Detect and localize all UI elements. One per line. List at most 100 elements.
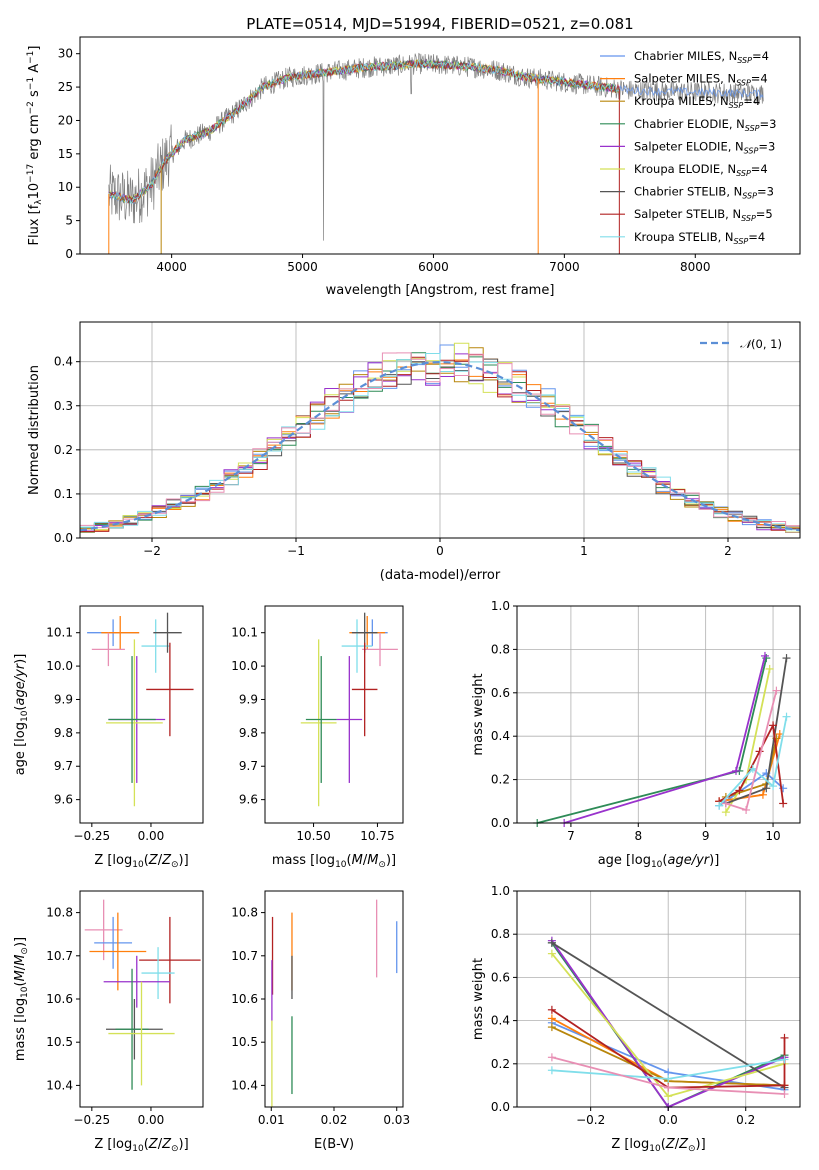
label-part: ⊙ [171,860,179,870]
y-tick-label: 0.8 [491,642,510,656]
legend-suffix: =4 [751,72,768,86]
spectrum-panel: 4000 5000 6000 7000 8000 0 5 10 15 20 25 30 waveleng… [26,36,801,298]
label-part: / [363,853,368,868]
legend-suffix: =5 [756,207,773,221]
legend-sub: SSP [734,237,749,246]
weight-series-line [536,657,768,824]
x-tick-label: 10.50 [296,829,330,843]
x-tick-label: 8000 [680,260,711,274]
y-tick-label: 0.2 [491,773,510,787]
y-label-sup: −17 [26,164,36,183]
y-tick-label: 10.8 [46,906,73,920]
label-part: ( [662,853,667,868]
y-tick-label: 0.6 [491,970,510,984]
model-spectrum-line [108,58,620,204]
legend-sub: SSP [729,101,744,110]
y-tick-label: 9.7 [54,759,73,773]
label-part: Z [161,1137,172,1152]
legend-entry: Salpeter ELODIE, NSSP=3 [634,139,775,155]
label-part: ⊙ [378,860,386,870]
legend-entry: Salpeter STELIB, NSSP=5 [634,207,773,223]
legend-sub: SSP [741,214,756,223]
x-tick-label: 7 [567,829,575,843]
label-part: Z [678,1137,689,1152]
label-part: 10 [132,1144,144,1154]
label-part: ( [13,706,28,711]
legend-sub: SSP [737,56,752,65]
mass_vs_Z-y-label: mass [log10(M/M⊙)] [13,937,30,1061]
x-tick-label: 4000 [156,260,187,274]
legend-entry: Kroupa STELIB, NSSP=4 [634,230,765,246]
legend-suffix: =4 [743,94,760,108]
x-tick-label: 7000 [549,260,580,274]
legend-sub: SSP [736,79,751,88]
label-part: Z [148,1137,159,1152]
x-tick-label: 10.75 [360,829,394,843]
legend-suffix: =4 [751,162,768,176]
y-tick-label: 0.1 [54,487,73,501]
label-part: 10 [132,860,144,870]
legend-sub: SSP [736,169,751,178]
label-part: ⊙ [20,947,30,955]
label-part: )] [179,853,189,868]
y-label-part: ] [27,46,42,51]
y-tick-label: 1.0 [491,599,510,613]
spectrum-y-label: Flux [fλ10−17 erg cm−2 s−1 A−1] [26,46,44,246]
label-part: M [13,970,28,981]
label-part: ( [144,853,149,868]
x-tick-label: 9 [702,829,710,843]
legend-suffix: =3 [757,185,774,199]
y-tick-label: 25 [58,80,73,94]
y-tick-label: 9.6 [54,793,73,807]
x-tick-label: 0.01 [258,1113,285,1127]
y-tick-label: 0.8 [491,927,510,941]
x-tick-label: 8 [634,829,642,843]
axes-frame [264,605,404,824]
label-part: Z [log [94,1137,132,1152]
y-tick-label: 0.4 [491,1014,510,1028]
label-part: Z [161,853,172,868]
y-tick-label: 0.0 [491,1100,510,1114]
legend-entry: Chabrier STELIB, NSSP=3 [634,185,774,201]
y-tick-label: 10.4 [46,1078,73,1092]
label-part: age/yr [13,662,28,705]
legend-suffix: =3 [760,117,777,131]
weight-series-line [551,942,785,1089]
y-label-sup: −1 [26,77,36,90]
label-part: )] [179,1137,189,1152]
legend-suffix: =4 [752,49,769,63]
weight_vs_age-x-label: age [log10(age/yr)] [598,853,720,870]
label-part: M [352,853,363,868]
label-part: )] [386,853,396,868]
mass_vs_Z-x-label: Z [log10(Z/Z⊙)] [94,1137,188,1154]
label-part: / [158,1137,163,1152]
legend-entry: Chabrier MILES, NSSP=4 [634,49,769,65]
x-tick-label: 1 [580,544,588,558]
y-tick-label: 0.6 [491,686,510,700]
spectrum-x-label: wavelength [Angstrom, rest frame] [326,283,555,298]
y-tick-label: 10.1 [46,626,73,640]
label-part: age/yr [667,853,710,868]
label-part: Z [log [611,1137,649,1152]
legend-entry: 𝒩(0, 1) [740,337,782,351]
y-tick-label: 9.6 [239,793,258,807]
x-tick-label: 0.0 [659,1113,678,1127]
label-part: )] [709,853,719,868]
x-tick-label: 10 [765,829,780,843]
age_vs_Z-x-label: Z [log10(Z/Z⊙)] [94,853,188,870]
residuals-x-label: (data-model)/error [380,568,501,583]
label-part: ⊙ [171,1144,179,1154]
y-tick-label: 9.9 [239,692,258,706]
label-part: 10 [335,860,347,870]
y-tick-label: 10.6 [46,992,73,1006]
y-tick-label: 10.7 [231,949,258,963]
x-tick-label: −0.2 [576,1113,605,1127]
x-tick-label: −2 [143,544,161,558]
y-tick-label: 20 [58,113,73,127]
label-part: 10 [20,710,30,722]
x-tick-label: 0.03 [383,1113,410,1127]
x-tick-label: 0 [436,544,444,558]
y-tick-label: 10.5 [46,1035,73,1049]
